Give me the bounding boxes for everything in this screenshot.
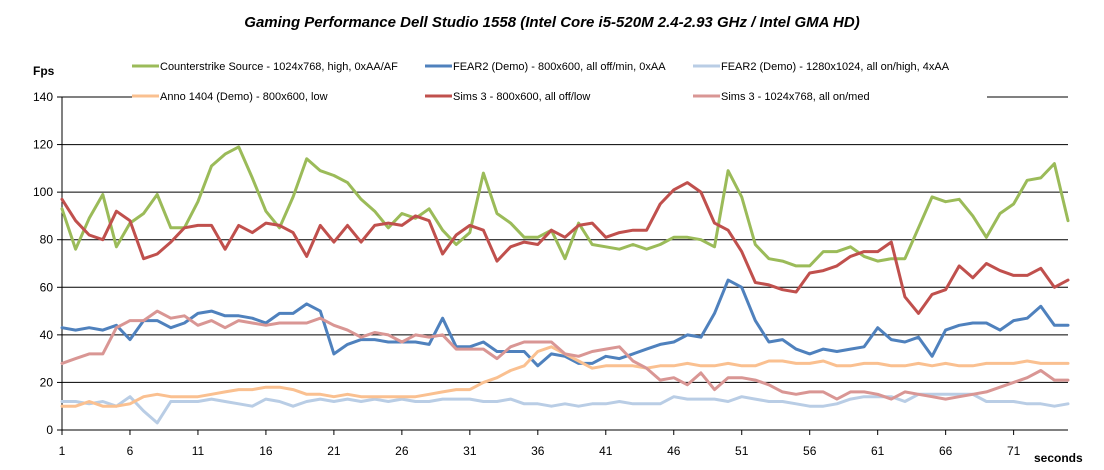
x-tick-label: 41 (599, 444, 613, 458)
x-tick-label: 6 (127, 444, 134, 458)
x-tick-labels: 1 6 11 16 21 26 31 36 41 46 51 56 61 66 71 (59, 444, 1021, 458)
x-tick-label: 21 (327, 444, 341, 458)
legend-item: Anno 1404 (Demo) - 800x600, low (132, 91, 328, 103)
x-tick-label: 16 (259, 444, 273, 458)
x-tick-label: 31 (463, 444, 477, 458)
x-tick-label: 51 (735, 444, 749, 458)
y-tick-label: 100 (33, 185, 53, 199)
legend-label: Anno 1404 (Demo) - 800x600, low (160, 91, 328, 103)
x-tick-label: 46 (667, 444, 681, 458)
y-tick-label: 20 (40, 375, 54, 389)
legend-backdrop (132, 88, 987, 110)
series-4 (60, 181, 1070, 315)
x-tick-label: 61 (871, 444, 885, 458)
x-tick-label: 66 (939, 444, 953, 458)
axes (61, 97, 1068, 435)
y-tick-label: 120 (33, 138, 53, 152)
y-tick-labels: 0 20 40 60 80 100 120 140 (33, 90, 53, 437)
legend-background (132, 88, 987, 110)
legend-label: FEAR2 (Demo) - 800x600, all off/min, 0xA… (453, 61, 666, 73)
legend-label: Sims 3 - 1024x768, all on/med (721, 91, 870, 103)
x-tick-label: 1 (59, 444, 66, 458)
y-tick-label: 40 (40, 328, 54, 342)
x-tick-label: 56 (803, 444, 817, 458)
chart-title: Gaming Performance Dell Studio 1558 (Int… (244, 14, 859, 31)
y-tick-label: 0 (46, 423, 53, 437)
series-line (60, 145, 1070, 268)
legend-item: Sims 3 - 1024x768, all on/med (693, 91, 870, 103)
y-tick-label: 140 (33, 90, 53, 104)
y-axis-label: Fps (33, 64, 55, 78)
series-line (60, 309, 1070, 401)
series-5 (60, 309, 1070, 401)
x-tick-label: 26 (395, 444, 409, 458)
x-tick-label: 36 (531, 444, 545, 458)
x-tick-label: 11 (192, 444, 205, 458)
series-line (60, 278, 1070, 368)
legend-item: Counterstrike Source - 1024x768, high, 0… (132, 61, 398, 73)
series-line (60, 181, 1070, 315)
x-tick-label: 71 (1007, 444, 1021, 458)
series-1 (60, 278, 1070, 368)
y-tick-label: 80 (40, 233, 54, 247)
legend-item: FEAR2 (Demo) - 1280x1024, all on/high, 4… (693, 61, 950, 73)
legend-label: FEAR2 (Demo) - 1280x1024, all on/high, 4… (721, 61, 950, 73)
y-tick-label: 60 (40, 280, 54, 294)
series-0 (60, 145, 1070, 268)
gridlines (57, 96, 1068, 431)
series-line (60, 392, 1070, 425)
series-lines (60, 145, 1070, 425)
x-axis-label: seconds (1034, 451, 1083, 465)
series-2 (60, 392, 1070, 425)
legend: Counterstrike Source - 1024x768, high, 0… (132, 61, 950, 103)
legend-label: Sims 3 - 800x600, all off/low (453, 91, 590, 103)
legend-label: Counterstrike Source - 1024x768, high, 0… (160, 61, 398, 73)
legend-item: Sims 3 - 800x600, all off/low (425, 91, 590, 103)
legend-item: FEAR2 (Demo) - 800x600, all off/min, 0xA… (425, 61, 666, 73)
